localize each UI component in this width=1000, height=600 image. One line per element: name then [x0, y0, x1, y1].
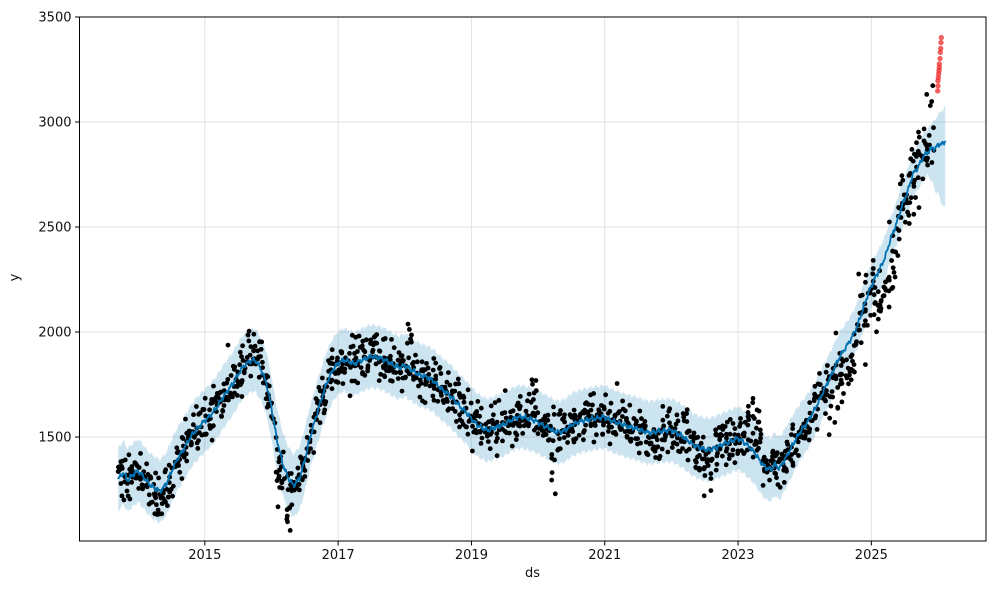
y-tick-label: 3000: [38, 116, 71, 131]
plot-data: [115, 34, 947, 533]
x-tick-label: 2015: [188, 548, 221, 563]
forecast-trend-line: [117, 140, 947, 494]
x-axis-label: ds: [524, 566, 541, 581]
y-tick-label: 2500: [38, 221, 71, 236]
y-tick-label: 3500: [38, 11, 71, 26]
axis-ticks: [75, 16, 872, 546]
uncertainty-band: [118, 105, 946, 525]
y-tick-label: 2000: [38, 326, 71, 341]
x-tick-label: 2021: [588, 548, 621, 563]
y-tick-label: 1500: [38, 431, 71, 446]
x-tick-label: 2023: [721, 548, 754, 563]
y-axis-label: y: [7, 273, 23, 282]
plot-border: [79, 16, 987, 542]
x-tick-label: 2019: [455, 548, 488, 563]
anomaly-points: [935, 34, 944, 94]
x-tick-label: 2025: [855, 548, 888, 563]
tick-labels: 2015 2017 2019 2021 2023 2025 1500 2000 2500 3000…: [38, 11, 887, 564]
x-tick-label: 2017: [322, 548, 355, 563]
grid-lines: [79, 16, 986, 541]
observed-points: [115, 83, 937, 533]
